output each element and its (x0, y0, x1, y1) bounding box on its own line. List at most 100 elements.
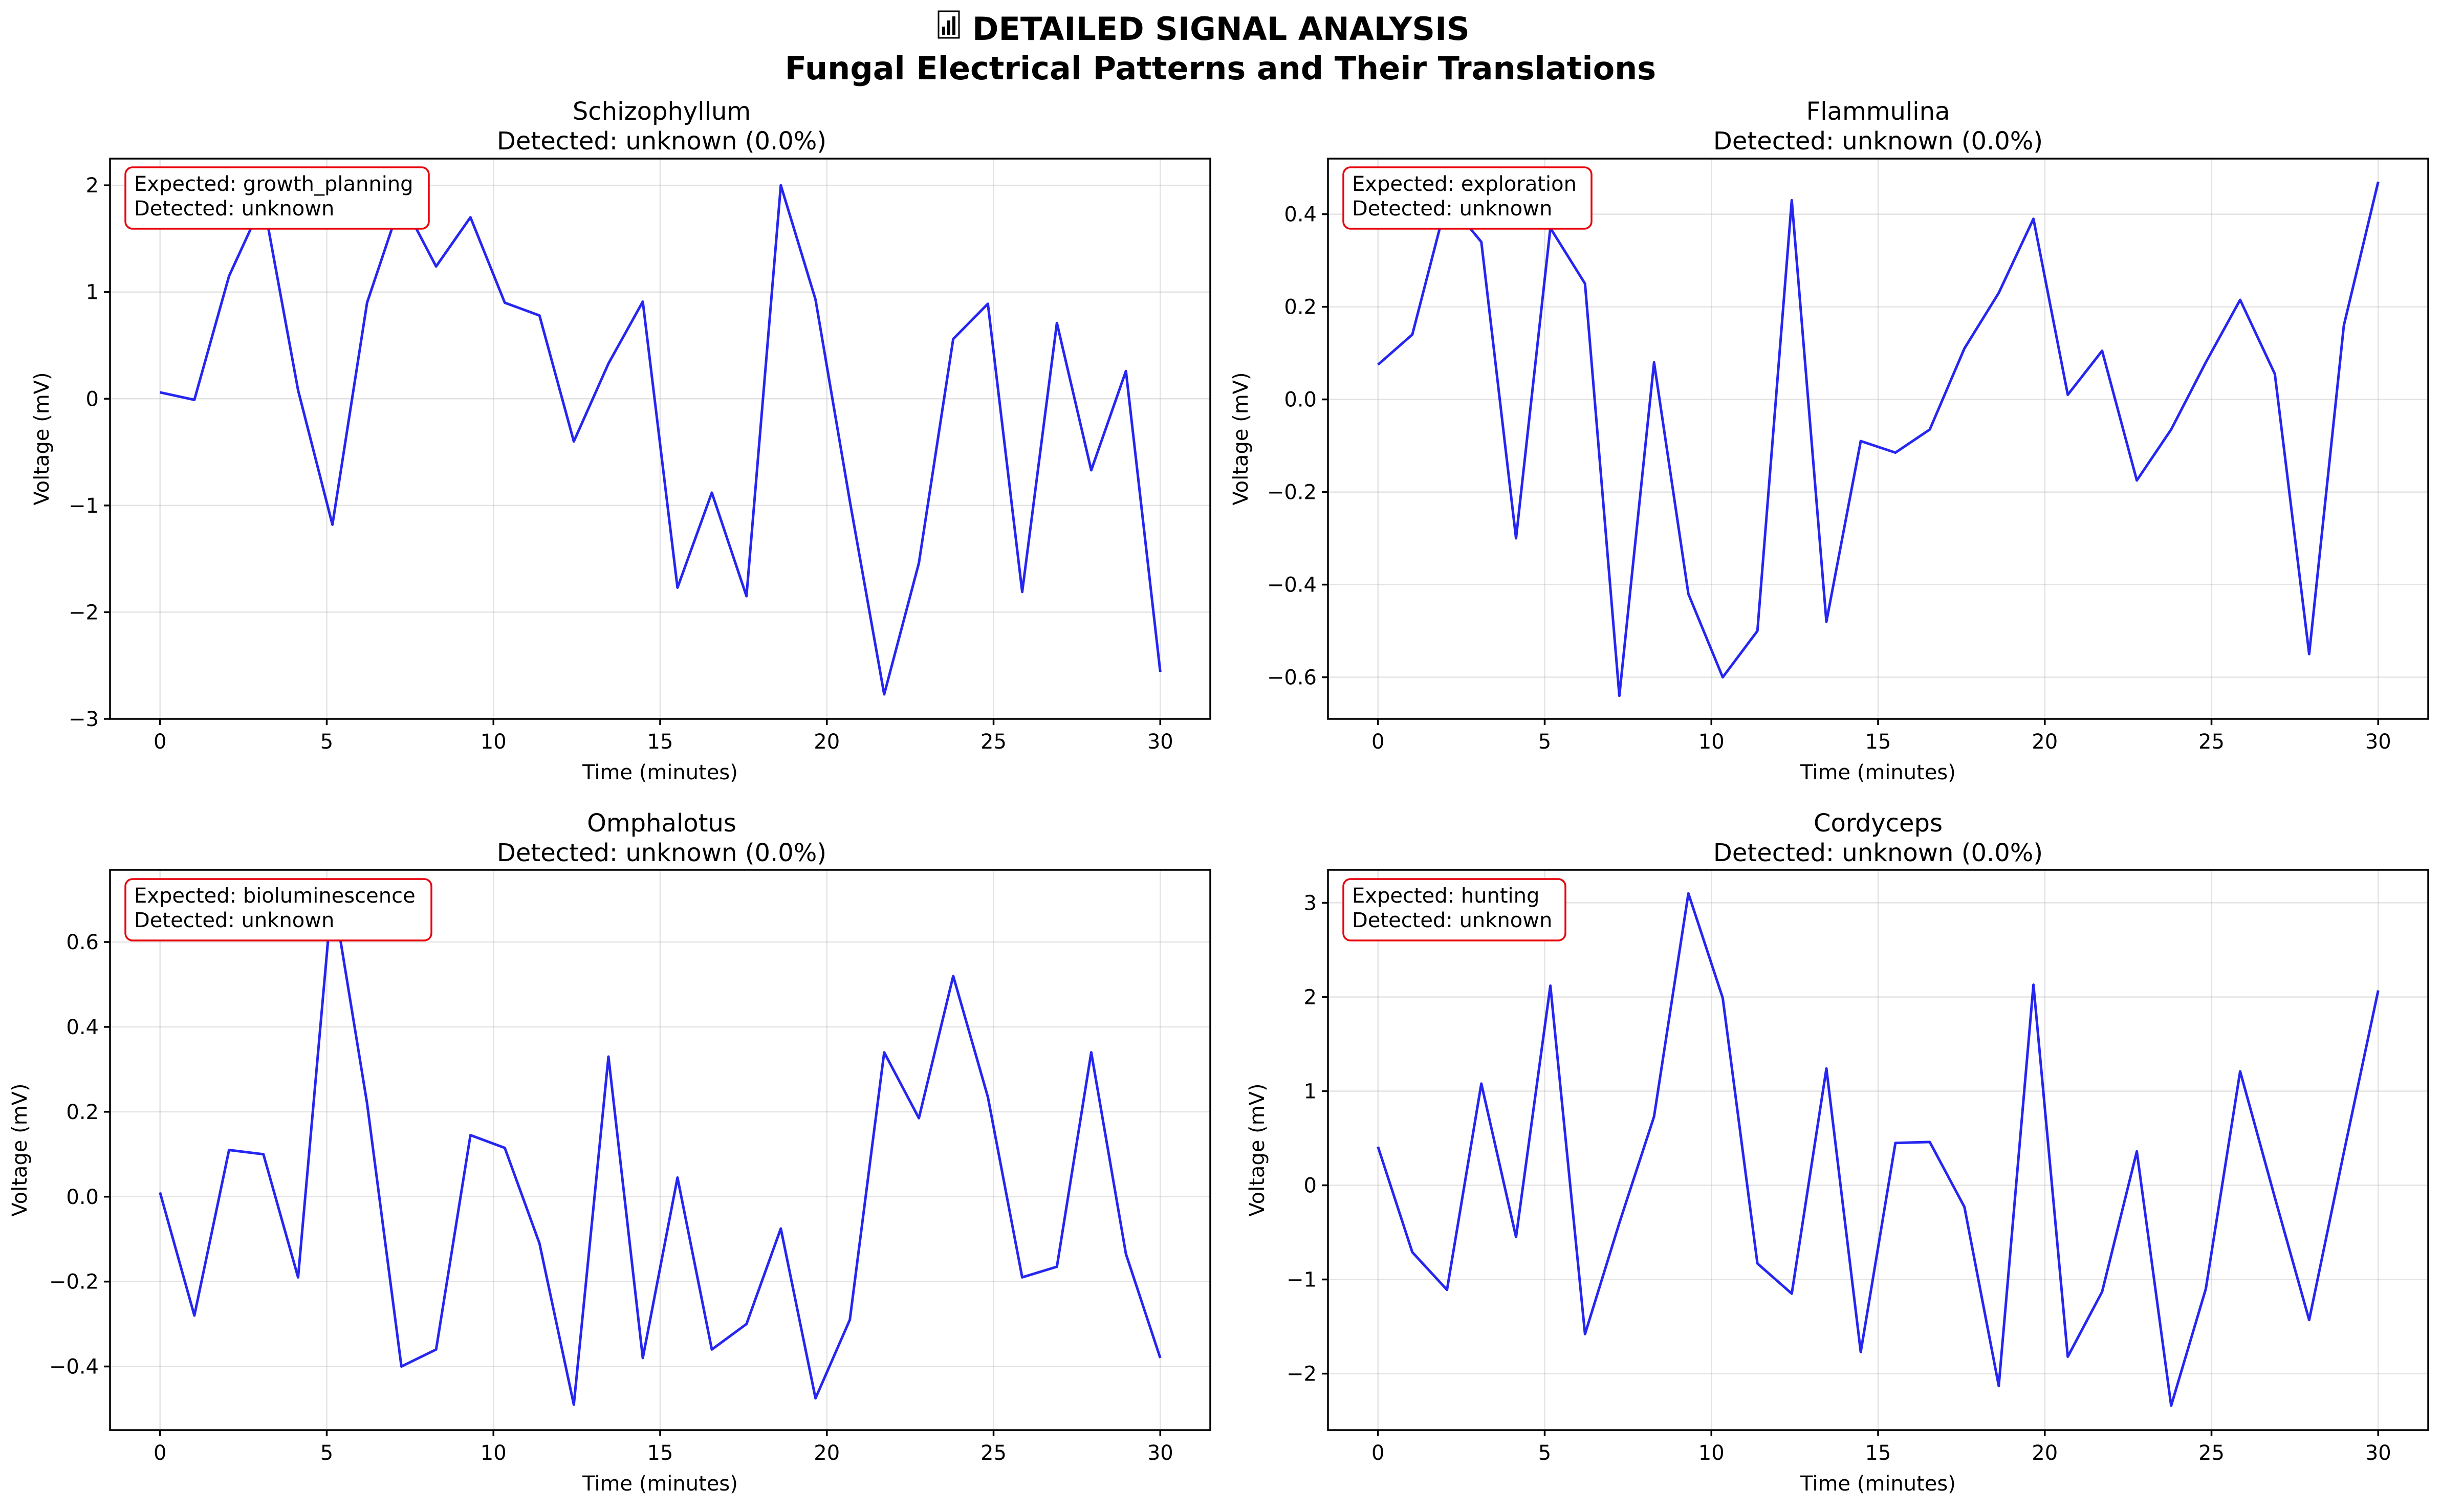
annotation-detected: Detected: unknown (134, 909, 334, 932)
x-tick-label: 20 (814, 1441, 840, 1465)
y-tick-label: 0 (1304, 1174, 1317, 1198)
panel-title: Schizophyllum (573, 97, 751, 126)
y-axis-label: Voltage (mV) (1229, 372, 1253, 505)
y-tick-label: −2 (69, 601, 99, 624)
y-tick-label: −3 (69, 708, 99, 731)
panel-title: Cordyceps (1814, 809, 1943, 838)
y-tick-label: 0.4 (66, 1016, 99, 1039)
x-tick-label: 20 (814, 730, 840, 754)
x-tick-label: 0 (1371, 730, 1384, 754)
chart-icon (938, 10, 960, 39)
panel-flammulina: Flammulina Detected: unknown (0.0%) 0 5 10… (1229, 97, 2429, 784)
y-ticks: −0.4 −0.2 0.0 0.2 0.4 0.6 (49, 931, 110, 1379)
x-tick-label: 0 (154, 1441, 166, 1465)
y-ticks: −3 −2 −1 0 1 2 (69, 174, 110, 731)
series-line (159, 890, 1162, 1406)
y-tick-label: −0.4 (1267, 574, 1317, 597)
panel-cordyceps: Cordyceps Detected: unknown (0.0%) 0 5 10 1… (1246, 809, 2429, 1496)
series-line (1377, 181, 2380, 697)
figure-title-line1: DETAILED SIGNAL ANALYSIS (972, 10, 1470, 48)
x-tick-label: 30 (1147, 730, 1173, 754)
x-axis-label: Time (minutes) (582, 761, 738, 784)
x-tick-label: 5 (1538, 1441, 1551, 1465)
annotation-box: Expected: exploration Detected: unknown (1342, 166, 1593, 230)
annotation-expected: Expected: hunting (1352, 884, 1539, 908)
x-tick-label: 10 (481, 1441, 507, 1465)
y-tick-label: 0.6 (66, 931, 99, 954)
x-tick-label: 15 (647, 1441, 673, 1465)
x-tick-label: 30 (1147, 1441, 1173, 1465)
x-tick-label: 0 (154, 730, 166, 754)
y-tick-label: 0.2 (1284, 296, 1317, 319)
panel-subtitle: Detected: unknown (0.0%) (1713, 839, 2043, 867)
panel-subtitle: Detected: unknown (0.0%) (1713, 127, 2043, 156)
annotation-expected: Expected: bioluminescence (134, 884, 416, 908)
y-tick-label: −1 (69, 494, 99, 518)
y-tick-label: −0.2 (1267, 481, 1317, 505)
y-tick-label: 2 (1304, 985, 1317, 1009)
x-tick-label: 10 (1698, 730, 1725, 754)
panel-omphalotus: Omphalotus Detected: unknown (0.0%) 0 5 10… (8, 809, 1211, 1496)
y-tick-label: 1 (86, 281, 99, 304)
series-line (160, 184, 1162, 696)
y-tick-label: 0.2 (66, 1101, 99, 1124)
x-tick-label: 25 (980, 730, 1007, 754)
annotation-detected: Detected: unknown (134, 197, 334, 221)
series-line (1377, 892, 2380, 1407)
figure-title: DETAILED SIGNAL ANALYSIS Fungal Electric… (785, 10, 1656, 87)
y-ticks: −0.6 −0.4 −0.2 0.0 0.2 0.4 (1267, 203, 1328, 690)
panel-subtitle: Detected: unknown (0.0%) (497, 127, 826, 156)
y-tick-label: 0 (86, 387, 99, 411)
y-ticks: −2 −1 0 1 2 3 (1287, 891, 1328, 1386)
y-tick-label: 0.4 (1284, 203, 1317, 227)
figure-title-line2: Fungal Electrical Patterns and Their Tra… (785, 50, 1656, 87)
series-layer (160, 184, 1162, 696)
y-tick-label: −1 (1287, 1268, 1317, 1292)
x-tick-label: 30 (2365, 730, 2391, 754)
x-tick-label: 5 (1538, 730, 1551, 754)
x-tick-label: 30 (2365, 1441, 2391, 1465)
x-ticks: 0 5 10 15 20 25 30 (1371, 1430, 2391, 1465)
y-tick-label: 3 (1304, 891, 1317, 915)
x-tick-label: 5 (320, 730, 333, 754)
grid (110, 870, 1210, 1430)
annotation-expected: Expected: growth_planning (134, 172, 413, 196)
y-tick-label: 1 (1304, 1080, 1317, 1103)
series-layer (1377, 892, 2380, 1407)
x-tick-label: 0 (1371, 1441, 1384, 1465)
x-tick-label: 20 (2032, 730, 2058, 754)
x-tick-label: 20 (2032, 1441, 2058, 1465)
series-layer (1377, 181, 2380, 697)
y-tick-label: 0.0 (66, 1186, 99, 1209)
y-axis-label: Voltage (mV) (30, 372, 54, 505)
grid (1328, 870, 2428, 1430)
x-ticks: 0 5 10 15 20 25 30 (1371, 719, 2391, 754)
y-axis-label: Voltage (mV) (8, 1083, 32, 1216)
annotation-detected: Detected: unknown (1352, 909, 1552, 932)
y-tick-label: 0.0 (1284, 388, 1317, 412)
panel-schizophyllum: Schizophyllum Detected: unknown (0.0%) 0… (30, 97, 1211, 784)
x-tick-label: 25 (2198, 1441, 2225, 1465)
panel-title: Flammulina (1806, 97, 1950, 126)
panel-title: Omphalotus (587, 809, 736, 838)
x-tick-label: 10 (1698, 1441, 1725, 1465)
y-tick-label: −0.2 (49, 1270, 99, 1294)
x-tick-label: 25 (2198, 730, 2225, 754)
x-axis-label: Time (minutes) (582, 1472, 738, 1496)
annotation-expected: Expected: exploration (1352, 172, 1577, 196)
x-axis-label: Time (minutes) (1800, 1472, 1956, 1496)
x-tick-label: 15 (647, 730, 673, 754)
grid (1328, 159, 2428, 719)
x-tick-label: 15 (1865, 1441, 1891, 1465)
annotation-box: Expected: bioluminescence Detected: unkn… (124, 878, 432, 941)
y-tick-label: 2 (86, 174, 99, 198)
y-tick-label: −2 (1287, 1363, 1317, 1386)
annotation-box: Expected: hunting Detected: unknown (1342, 878, 1566, 941)
y-tick-label: −0.6 (1267, 666, 1317, 690)
x-tick-label: 10 (481, 730, 507, 754)
y-tick-label: −0.4 (49, 1355, 99, 1379)
x-ticks: 0 5 10 15 20 25 30 (154, 1430, 1173, 1465)
x-ticks: 0 5 10 15 20 25 30 (154, 719, 1173, 754)
series-layer (159, 890, 1162, 1406)
